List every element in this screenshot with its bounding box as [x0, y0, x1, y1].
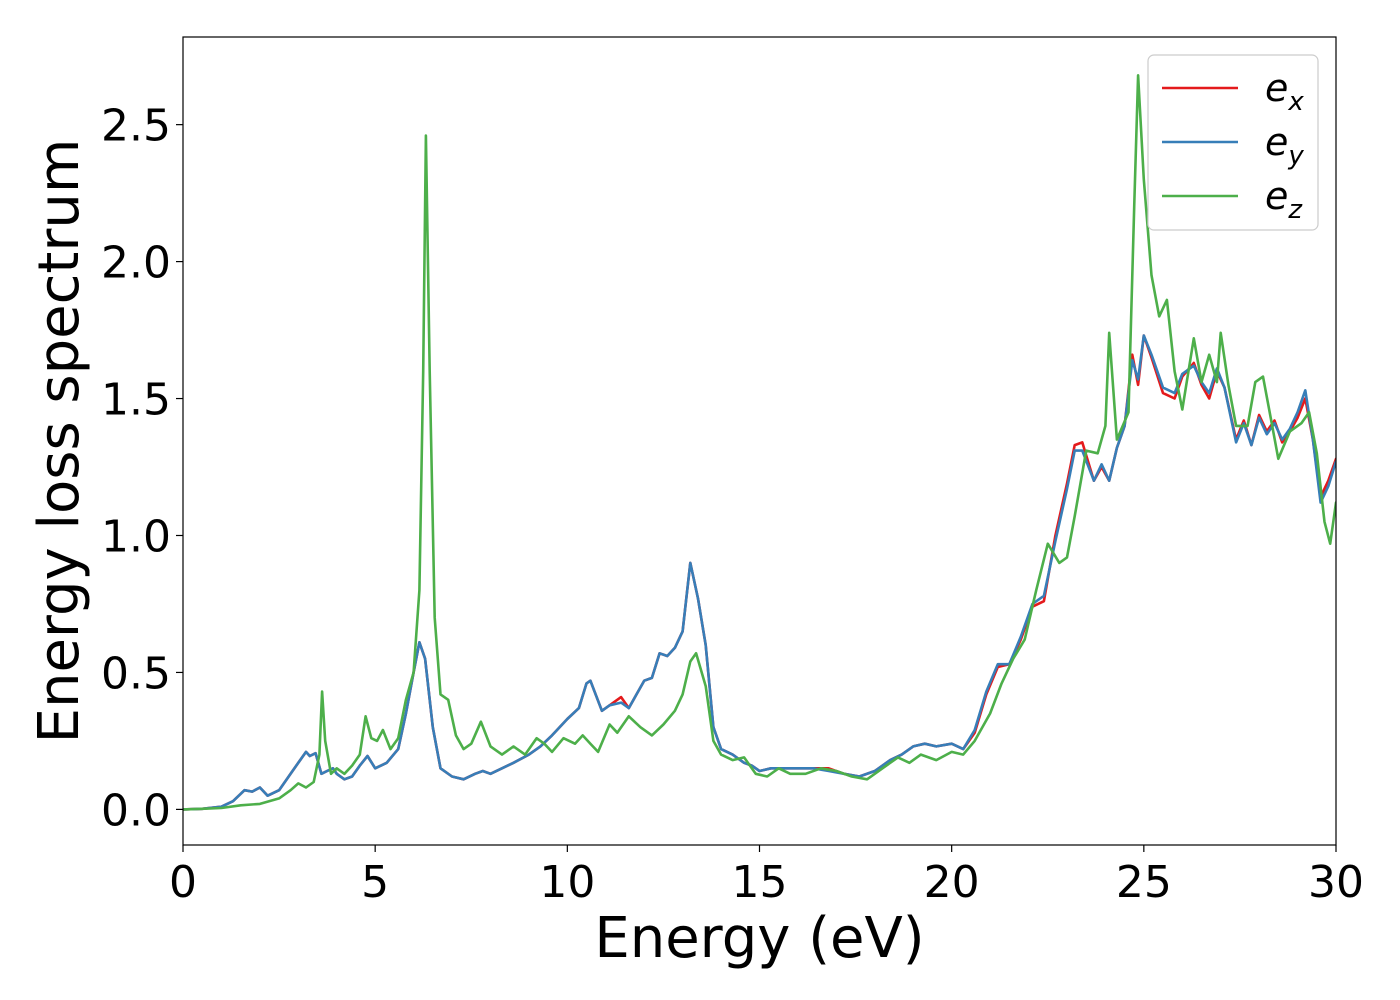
x-tick-label: 25 [1116, 857, 1172, 908]
x-tick-label: 5 [361, 857, 389, 908]
y-tick-label: 0.5 [101, 648, 171, 699]
y-tick-label: 2.5 [101, 101, 171, 152]
x-tick-label: 0 [169, 857, 197, 908]
series-line-ex [183, 334, 1336, 811]
x-tick-label: 15 [732, 857, 788, 908]
x-tick-label: 10 [539, 857, 595, 908]
y-tick-label: 2.0 [101, 238, 171, 289]
y-tick-label: 1.5 [101, 375, 171, 426]
x-axis-label: Energy (eV) [594, 906, 924, 971]
legend-label-ey: ey [1265, 120, 1304, 171]
series-line-ez [183, 74, 1336, 811]
x-tick-label: 30 [1308, 857, 1364, 908]
x-tick-label: 20 [924, 857, 980, 908]
y-tick-label: 0.0 [101, 785, 171, 836]
legend-label-ex: ex [1265, 66, 1304, 117]
plot-area [183, 74, 1336, 811]
x-axis-ticks: 0 5 10 15 20 25 30 [169, 845, 1364, 908]
y-axis-label: Energy loss spectrum [27, 139, 92, 744]
y-tick-label: 1.0 [101, 511, 171, 562]
y-axis-ticks: 0.0 0.5 1.0 1.5 2.0 2.5 [101, 101, 183, 836]
legend-label-ez: ez [1265, 174, 1303, 225]
series-line-ey [183, 334, 1336, 811]
